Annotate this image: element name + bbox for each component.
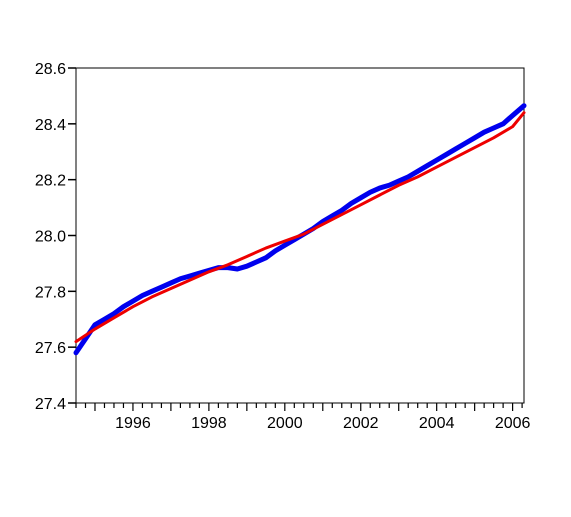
y-tick-label: 27.6 xyxy=(35,340,66,357)
y-tick-label: 28.0 xyxy=(35,229,66,246)
x-axis: 1996 1998 2000 2002 2004 2006 xyxy=(75,403,531,432)
x-tick-label: 2004 xyxy=(419,415,455,432)
y-tick-label: 27.4 xyxy=(35,396,66,413)
series-line-2 xyxy=(74,111,526,344)
x-tick-label: 1998 xyxy=(191,415,227,432)
x-tick-label: 2006 xyxy=(495,415,531,432)
series-layer xyxy=(73,103,527,356)
x-tick-label: 1996 xyxy=(115,415,151,432)
y-axis: 27.4 27.6 27.8 28.0 28.2 28.4 28.6 xyxy=(35,61,76,413)
y-tick-label: 28.4 xyxy=(35,117,66,134)
y-tick-label: 28.2 xyxy=(35,173,66,190)
series-line-1 xyxy=(73,103,527,356)
y-tick-label: 28.6 xyxy=(35,61,66,78)
x-tick-label: 2000 xyxy=(267,415,303,432)
x-tick-label: 2002 xyxy=(343,415,379,432)
y-tick-label: 27.8 xyxy=(35,284,66,301)
